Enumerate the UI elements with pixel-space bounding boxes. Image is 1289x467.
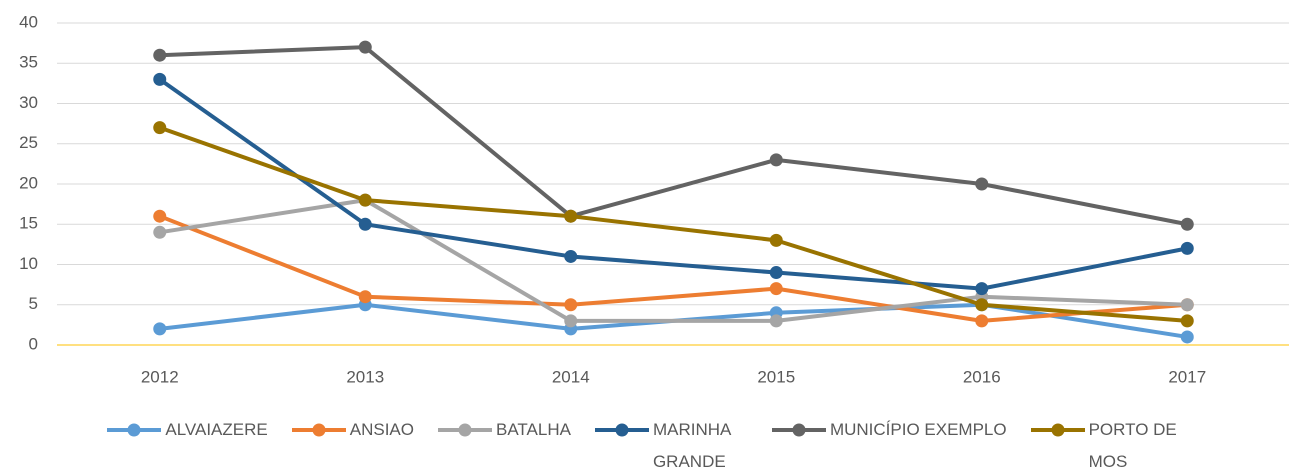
x-tick-label: 2015 — [757, 367, 795, 386]
legend-item: ANSIAO — [290, 414, 414, 446]
x-tick-label: 2012 — [141, 367, 179, 386]
point — [153, 209, 167, 223]
legend-marker — [312, 423, 326, 437]
point — [564, 249, 578, 263]
point — [153, 225, 167, 239]
y-tick-label: 20 — [19, 173, 38, 192]
series-line — [159, 45, 1188, 227]
y-tick-label: 0 — [29, 334, 38, 353]
series-line — [158, 77, 1188, 291]
legend-label: ALVAIAZERE — [165, 420, 268, 439]
legend-item: BATALHA — [436, 414, 571, 446]
legend-icon — [1030, 423, 1085, 437]
legend-item: MARINHA GRANDE — [593, 414, 748, 467]
legend: ALVAIAZERE ANSIAO BATALHA MARINHA GRANDE MUN… — [0, 414, 1289, 467]
x-tick-label: 2017 — [1168, 367, 1206, 386]
y-tick-label: 5 — [29, 294, 38, 313]
point — [975, 314, 989, 328]
point — [153, 48, 167, 62]
point — [1180, 241, 1194, 255]
point — [153, 322, 167, 336]
legend-marker — [792, 423, 806, 437]
point — [1180, 217, 1194, 231]
point — [769, 266, 783, 280]
legend-marker — [615, 423, 629, 437]
legend-icon — [594, 423, 649, 437]
legend-marker — [127, 423, 141, 437]
point — [358, 40, 372, 54]
y-tick-label: 35 — [19, 53, 38, 72]
point — [769, 233, 783, 247]
y-tick-label: 10 — [19, 254, 38, 273]
legend-label: PORTO DE MOS — [1088, 420, 1177, 467]
point — [975, 282, 989, 296]
series-line — [159, 198, 1188, 323]
legend-label: MUNICÍPIO EXEMPLO — [829, 420, 1007, 439]
legend-label: BATALHA — [496, 420, 571, 439]
point — [1180, 314, 1194, 328]
point — [975, 177, 989, 191]
point — [153, 121, 167, 135]
y-tick-label: 30 — [19, 93, 38, 112]
point — [1180, 330, 1194, 344]
legend-item: PORTO DE MOS — [1029, 414, 1184, 467]
legend-item: ALVAIAZERE — [105, 414, 268, 446]
point — [153, 72, 167, 86]
point — [975, 298, 989, 312]
legend-marker — [1051, 423, 1065, 437]
y-tick-label: 15 — [19, 214, 38, 233]
point — [358, 217, 372, 231]
legend-item: MUNICÍPIO EXEMPLO — [770, 414, 1007, 446]
series-line — [159, 125, 1188, 323]
legend-icon — [438, 423, 492, 437]
series-line — [159, 214, 1188, 323]
point — [564, 314, 578, 328]
x-tick-label: 2016 — [963, 367, 1001, 386]
legend-label: MARINHA GRANDE — [652, 420, 731, 467]
y-tick-label: 40 — [19, 12, 38, 31]
point — [769, 314, 783, 328]
plot: 0 5 10 15 20 25 30 35 40 2012 2013 2014 2015 2016 2017 — [19, 12, 1289, 386]
point — [769, 153, 783, 167]
x-tick-label: 2013 — [346, 367, 384, 386]
point — [1180, 298, 1194, 312]
legend-icon — [771, 423, 826, 437]
legend-label: ANSIAO — [349, 420, 414, 439]
legend-marker — [458, 423, 472, 437]
legend-icon — [107, 423, 162, 437]
y-tick-label: 25 — [19, 133, 38, 152]
point — [769, 282, 783, 296]
point — [358, 290, 372, 304]
legend-icon — [291, 423, 346, 437]
x-tick-label: 2014 — [552, 367, 590, 386]
point — [564, 298, 578, 312]
point — [358, 193, 372, 207]
point — [564, 209, 578, 223]
